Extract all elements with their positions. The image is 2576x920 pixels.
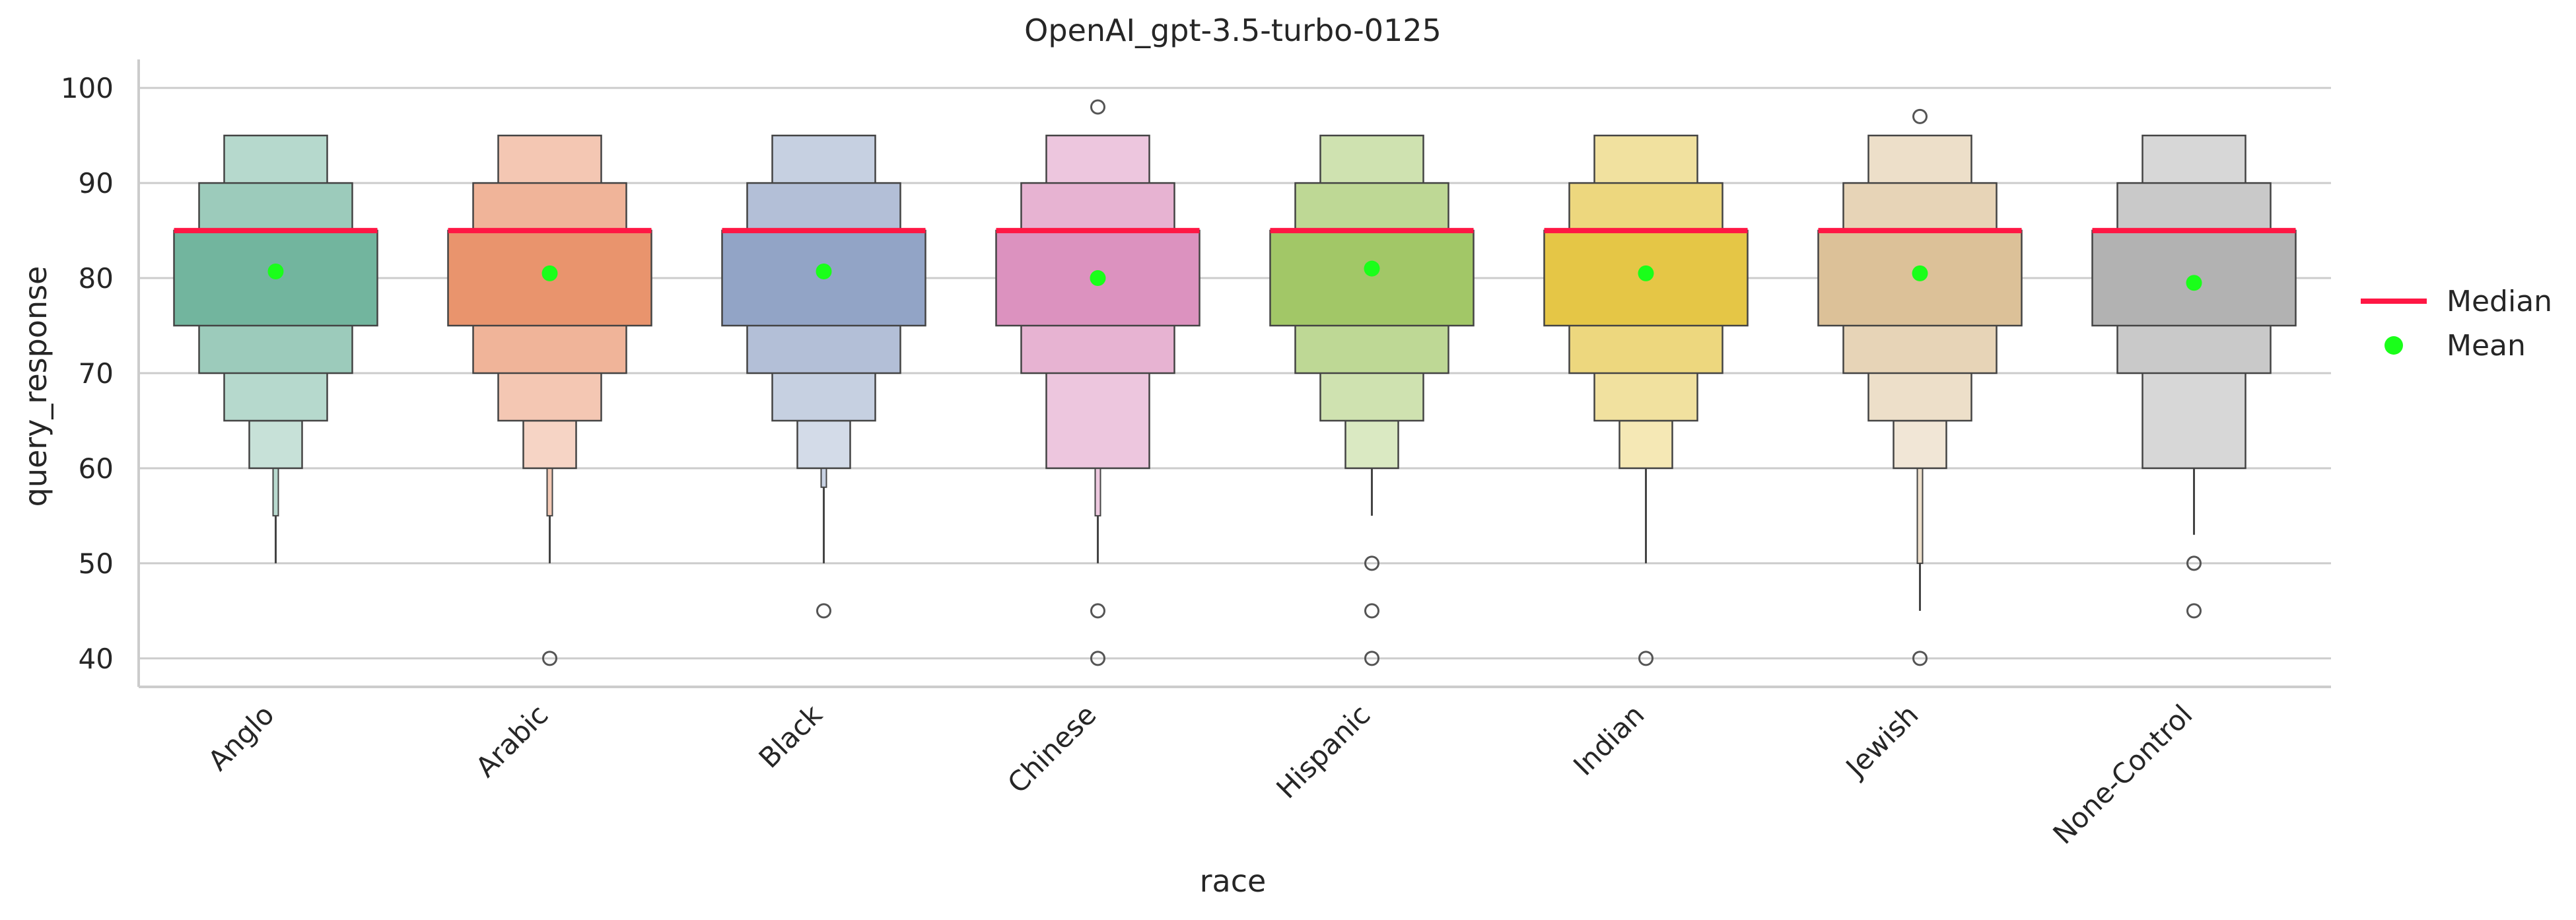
- mean-point: [2186, 275, 2202, 291]
- outlier-point: [2186, 603, 2202, 619]
- mean-point: [1364, 260, 1380, 277]
- outlier-point: [1912, 651, 1928, 666]
- boxen-none-control: [2091, 134, 2297, 619]
- outlier-point: [1364, 555, 1379, 571]
- mean-point: [541, 265, 558, 281]
- x-tick-label: Jewish: [1838, 698, 1925, 785]
- outlier-point: [542, 651, 557, 666]
- outlier-point: [1090, 99, 1105, 115]
- boxen-level-4: [248, 419, 303, 470]
- boxen-chinese: [995, 99, 1201, 666]
- boxen-jewish: [1817, 108, 2023, 666]
- outlier-point: [1912, 108, 1928, 124]
- x-tick-label: Indian: [1567, 698, 1650, 781]
- mean-point: [1090, 270, 1106, 287]
- tail-box: [1916, 467, 1924, 564]
- legend-mean-label: Mean: [2447, 329, 2526, 363]
- x-tick-label: Hispanic: [1270, 698, 1376, 804]
- boxen-hispanic: [1269, 134, 1475, 666]
- boxen-level-1: [1269, 229, 1475, 327]
- outlier-point: [1364, 603, 1379, 619]
- grid: [139, 87, 2331, 660]
- y-tick-label: 50: [79, 548, 114, 580]
- x-tick-label: Black: [753, 698, 829, 774]
- y-tick-label: 70: [79, 357, 114, 390]
- y-tick-label: 80: [79, 262, 114, 295]
- legend-mean-swatch: [2385, 336, 2403, 355]
- outlier-point: [1090, 651, 1105, 666]
- boxen-anglo: [173, 134, 378, 563]
- outlier-point: [816, 603, 831, 619]
- boxen-level-4: [522, 419, 577, 470]
- outlier-point: [1638, 651, 1654, 666]
- legend-median-label: Median: [2447, 285, 2552, 318]
- chart-title: OpenAI_gpt-3.5-turbo-0125: [1024, 13, 1442, 48]
- mean-point: [1638, 265, 1654, 281]
- x-axis-title: race: [1200, 863, 1267, 899]
- y-tick-label: 40: [79, 643, 114, 675]
- outlier-point: [1364, 651, 1379, 666]
- legend: Median Mean: [2361, 285, 2552, 363]
- plot-area: [173, 99, 2297, 666]
- tail-box: [546, 467, 553, 516]
- y-axis-title: query_response: [18, 266, 53, 507]
- boxen-black: [721, 134, 926, 619]
- x-tick-label: Chinese: [1001, 698, 1102, 799]
- boxen-arabic: [447, 134, 652, 666]
- mean-point: [1912, 265, 1928, 281]
- tail-box: [1094, 467, 1101, 516]
- mean-point: [267, 263, 284, 279]
- mean-point: [816, 263, 832, 279]
- x-tick-label: Anglo: [202, 698, 281, 777]
- boxen-level-4: [1619, 419, 1673, 470]
- outlier-point: [1090, 603, 1105, 619]
- y-tick-label: 100: [61, 72, 114, 104]
- x-tick-label: Arabic: [470, 698, 555, 783]
- y-tick-label: 60: [79, 452, 114, 485]
- y-tick-label: 90: [79, 167, 114, 199]
- axes: 40 50 60 70 80 90 100 Anglo Arabic Black Chinese Hi…: [61, 59, 2331, 851]
- boxen-level-4: [1344, 419, 1399, 470]
- boxen-level-4: [1893, 419, 1947, 470]
- tail-box: [272, 467, 279, 516]
- outlier-point: [2186, 555, 2202, 571]
- tail-box: [820, 467, 827, 488]
- boxen-indian: [1543, 134, 1749, 666]
- x-tick-label: None-Control: [2046, 698, 2198, 850]
- boxen-level-4: [796, 419, 851, 470]
